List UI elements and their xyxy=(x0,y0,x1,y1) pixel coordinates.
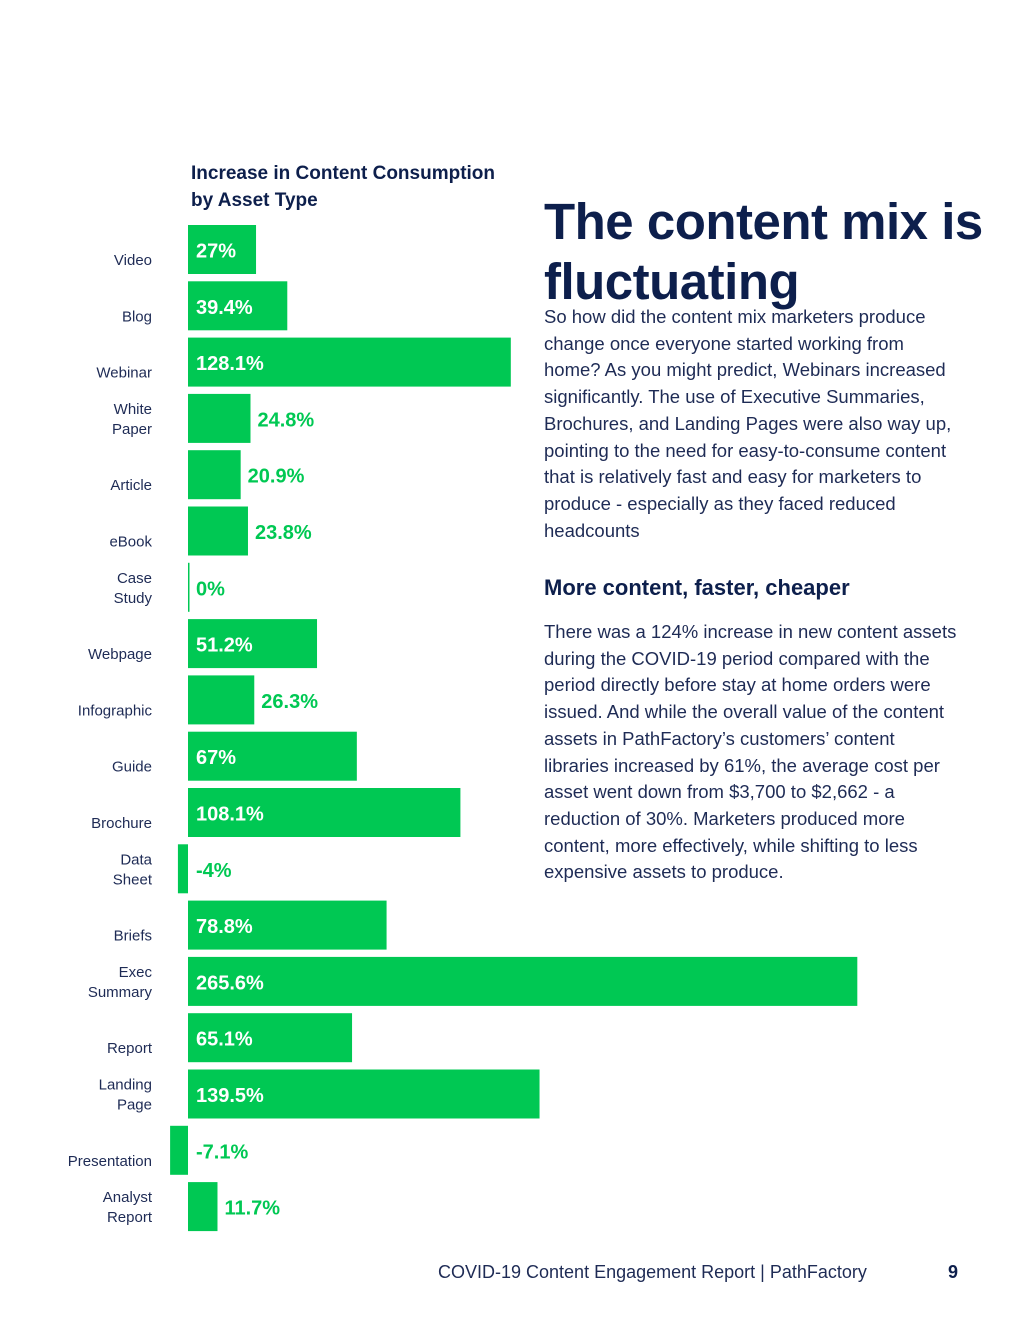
section-subheading: More content, faster, cheaper xyxy=(544,575,850,600)
category-label-14-0: Report xyxy=(107,1040,153,1057)
bar-10 xyxy=(188,788,461,837)
bar-8 xyxy=(188,675,255,725)
value-label-10: 108.1% xyxy=(196,804,264,826)
footer-text: COVID-19 Content Engagement Report | Pat… xyxy=(438,1262,867,1282)
value-label-5: 23.8% xyxy=(255,522,312,544)
value-label-6: 0% xyxy=(196,578,225,600)
category-label-16-0: Presentation xyxy=(68,1153,152,1170)
bar-1 xyxy=(188,281,288,331)
category-label-17-1: Report xyxy=(107,1209,153,1226)
bar-11 xyxy=(177,844,188,894)
category-label-2-0: Webinar xyxy=(96,365,152,382)
bar-5 xyxy=(188,506,248,556)
value-label-14: 65.1% xyxy=(196,1029,253,1051)
category-label-10-0: Brochure xyxy=(91,815,152,832)
value-label-8: 26.3% xyxy=(261,691,318,713)
category-label-1-0: Blog xyxy=(122,308,152,325)
bar-15 xyxy=(188,1069,540,1119)
category-label-7-0: Webpage xyxy=(88,646,152,663)
value-label-16: -7.1% xyxy=(196,1141,248,1163)
value-label-1: 39.4% xyxy=(196,297,253,319)
bar-16 xyxy=(170,1125,188,1175)
value-label-7: 51.2% xyxy=(196,635,253,657)
bar-0 xyxy=(188,225,257,274)
category-label-9-0: Guide xyxy=(112,759,152,776)
value-label-15: 139.5% xyxy=(196,1085,264,1107)
category-label-11-0: Data xyxy=(120,851,152,868)
bar-12 xyxy=(188,900,387,950)
bar-17 xyxy=(188,1182,218,1232)
category-label-3-1: Paper xyxy=(112,421,152,438)
value-label-17: 11.7% xyxy=(224,1198,280,1220)
category-label-13-1: Summary xyxy=(88,984,153,1001)
intro-paragraph: So how did the content mix marketers pro… xyxy=(544,306,952,541)
bar-14 xyxy=(188,1013,353,1063)
page-headline: The content mix is fluctuating xyxy=(544,193,983,311)
page-number: 9 xyxy=(948,1262,959,1282)
bar-7 xyxy=(188,619,318,669)
detail-paragraph: There was a 124% increase in new content… xyxy=(544,621,957,883)
category-label-15-0: Landing xyxy=(99,1077,152,1094)
value-label-12: 78.8% xyxy=(196,916,253,938)
value-label-11: -4% xyxy=(196,860,232,882)
category-label-0-0: Video xyxy=(114,252,152,269)
category-label-5-0: eBook xyxy=(109,534,152,551)
category-label-8-0: Infographic xyxy=(78,702,153,719)
bar-9 xyxy=(188,731,357,781)
category-label-3-0: White xyxy=(114,401,152,418)
category-label-13-0: Exec xyxy=(119,964,153,981)
value-label-13: 265.6% xyxy=(196,972,264,994)
chart-title: Increase in Content Consumption by Asset… xyxy=(191,163,496,211)
bar-4 xyxy=(188,450,241,500)
category-label-6-0: Case xyxy=(117,570,152,587)
value-label-2: 128.1% xyxy=(196,353,264,375)
bar-2 xyxy=(188,337,511,387)
bar-13 xyxy=(188,956,858,1006)
category-label-12-0: Briefs xyxy=(114,928,152,945)
category-label-15-1: Page xyxy=(117,1097,152,1114)
value-label-3: 24.8% xyxy=(257,409,314,431)
value-label-4: 20.9% xyxy=(248,466,305,488)
category-label-6-1: Study xyxy=(114,590,153,607)
category-label-11-1: Sheet xyxy=(113,871,153,888)
value-label-0: 27% xyxy=(196,241,236,263)
bar-6 xyxy=(188,562,190,612)
category-label-4-0: Article xyxy=(110,477,152,494)
category-label-17-0: Analyst xyxy=(103,1189,153,1206)
value-label-9: 67% xyxy=(196,747,236,769)
bar-3 xyxy=(188,393,251,443)
